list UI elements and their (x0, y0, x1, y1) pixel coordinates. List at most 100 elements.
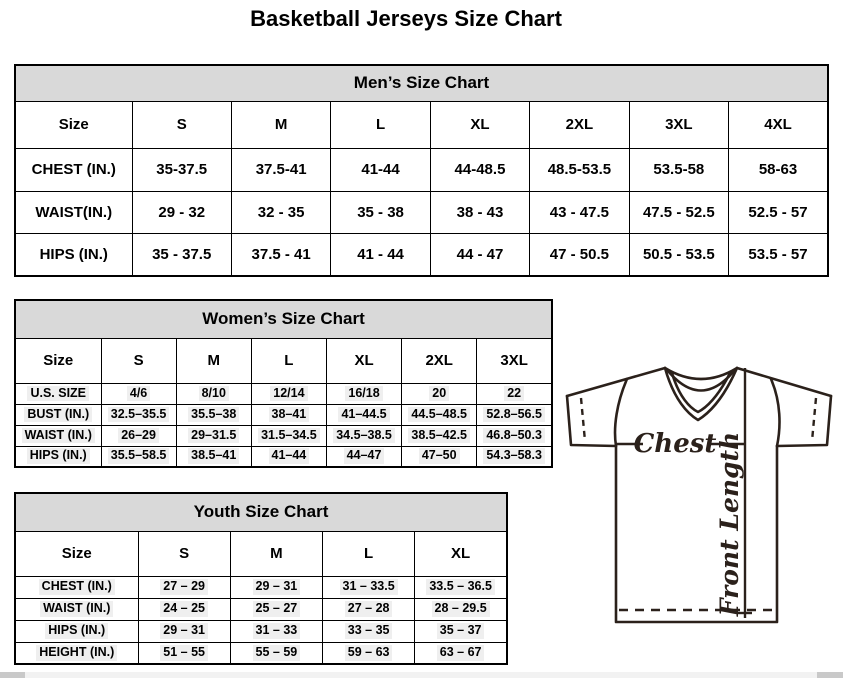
womens-hips-row: HIPS (IN.) 35.5–58.5 38.5–41 41–44 44–47… (14, 445, 553, 468)
value-cell: 35 - 37.5 (131, 232, 232, 277)
mens-size-column-header: Size (14, 100, 133, 149)
value-cell: 44-48.5 (429, 147, 531, 192)
value-cell: 38.5–42.5 (401, 424, 478, 447)
value-cell: 26–29 (100, 424, 177, 447)
value-cell: 51 – 55 (137, 641, 231, 665)
value-cell: 52.5 - 57 (728, 190, 829, 234)
jersey-collar-v-outer (663, 366, 739, 422)
value-cell: 20 (401, 382, 478, 405)
row-label: HEIGHT (IN.) (14, 641, 139, 665)
value-cell: 32 - 35 (230, 190, 332, 234)
youth-column-header: S (137, 530, 231, 577)
scrollbar-right-piece[interactable] (817, 672, 843, 678)
womens-bust-row: BUST (IN.) 32.5–35.5 35.5–38 38–41 41–44… (14, 403, 553, 426)
value-cell: 35 - 38 (330, 190, 431, 234)
value-cell: 53.5-58 (628, 147, 730, 192)
scrollbar-thumb[interactable] (0, 672, 25, 678)
womens-chart-header: Women’s Size Chart (14, 299, 553, 339)
mens-waist-row: WAIST(IN.) 29 - 32 32 - 35 35 - 38 38 - … (14, 190, 829, 234)
value-cell: 37.5-41 (230, 147, 332, 192)
mens-column-header: 3XL (628, 100, 730, 149)
value-cell: 35.5–38 (175, 403, 252, 426)
row-label: HIPS (IN.) (14, 232, 133, 277)
womens-chart-title: Women’s Size Chart (14, 299, 553, 339)
mens-column-header: 4XL (728, 100, 829, 149)
youth-chart-title: Youth Size Chart (14, 492, 508, 532)
row-label: CHEST (IN.) (14, 147, 133, 192)
value-cell: 41 - 44 (330, 232, 431, 277)
value-cell: 29 - 32 (131, 190, 232, 234)
jersey-diagram-svg: Chest Front Length (565, 366, 833, 624)
value-cell: 44 - 47 (429, 232, 531, 277)
mens-size-chart-table: Men’s Size Chart Size S M L XL 2XL 3XL 4… (14, 64, 829, 277)
value-cell: 58-63 (728, 147, 829, 192)
value-cell: 24 – 25 (137, 597, 231, 621)
womens-us-size-row: U.S. SIZE 4/6 8/10 12/14 16/18 20 22 (14, 382, 553, 405)
jersey-collar-v-inner (670, 371, 732, 414)
value-cell: 46.8–50.3 (476, 424, 553, 447)
jersey-left-armhole-seam (613, 377, 629, 448)
page-title: Basketball Jerseys Size Chart (250, 6, 562, 31)
value-cell: 8/10 (175, 382, 252, 405)
value-cell: 28 – 29.5 (414, 597, 508, 621)
jersey-right-sleeve-outline (775, 394, 833, 448)
value-cell: 44.5–48.5 (401, 403, 478, 426)
value-cell: 63 – 67 (414, 641, 508, 665)
jersey-left-sleeve-outline (565, 394, 618, 448)
front-length-measure-label: Front Length (715, 432, 744, 617)
value-cell: 38.5–41 (175, 445, 252, 468)
jersey-body-outline (614, 444, 779, 624)
row-label: WAIST (IN.) (14, 597, 139, 621)
mens-column-header: M (230, 100, 332, 149)
youth-column-header: L (321, 530, 416, 577)
value-cell: 37.5 - 41 (230, 232, 332, 277)
mens-chart-title: Men’s Size Chart (14, 64, 829, 102)
womens-column-header: 2XL (401, 337, 478, 384)
value-cell: 52.8–56.5 (476, 403, 553, 426)
jersey-left-shoulder-line (565, 366, 667, 398)
womens-column-header: XL (325, 337, 403, 384)
value-cell: 12/14 (250, 382, 327, 405)
right-cuff-dashed-line (810, 397, 818, 442)
value-cell: 41–44 (250, 445, 327, 468)
youth-waist-row: WAIST (IN.) 24 – 25 25 – 27 27 – 28 28 –… (14, 597, 508, 621)
mens-column-header: XL (429, 100, 531, 149)
value-cell: 4/6 (100, 382, 177, 405)
womens-column-header: L (250, 337, 327, 384)
row-label: HIPS (IN.) (14, 619, 139, 643)
value-cell: 35 – 37 (414, 619, 508, 643)
value-cell: 43 - 47.5 (529, 190, 630, 234)
value-cell: 44–47 (325, 445, 403, 468)
value-cell: 31 – 33 (229, 619, 324, 643)
value-cell: 38–41 (250, 403, 327, 426)
value-cell: 41–44.5 (325, 403, 403, 426)
value-cell: 47.5 - 52.5 (628, 190, 730, 234)
value-cell: 33.5 – 36.5 (414, 575, 508, 599)
youth-column-header: XL (414, 530, 508, 577)
jersey-right-shoulder-line (735, 366, 833, 398)
value-cell: 16/18 (325, 382, 403, 405)
mens-chest-row: CHEST (IN.) 35-37.5 37.5-41 41-44 44-48.… (14, 147, 829, 192)
womens-size-chart-table: Women’s Size Chart Size S M L XL 2XL 3XL… (14, 299, 553, 468)
mens-column-header: L (330, 100, 431, 149)
womens-size-column-header: Size (14, 337, 102, 384)
value-cell: 48.5-53.5 (529, 147, 630, 192)
youth-size-chart-table: Youth Size Chart Size S M L XL CHEST (IN… (14, 492, 508, 665)
chest-measure-label: Chest (634, 429, 717, 459)
value-cell: 54.3–58.3 (476, 445, 553, 468)
mens-hips-row: HIPS (IN.) 35 - 37.5 37.5 - 41 41 - 44 4… (14, 232, 829, 277)
row-label: CHEST (IN.) (14, 575, 139, 599)
womens-column-header-row: Size S M L XL 2XL 3XL (14, 337, 553, 384)
value-cell: 59 – 63 (321, 641, 416, 665)
horizontal-scrollbar[interactable] (0, 672, 843, 678)
value-cell: 32.5–35.5 (100, 403, 177, 426)
row-label: WAIST (IN.) (14, 424, 102, 447)
value-cell: 55 – 59 (229, 641, 324, 665)
value-cell: 33 – 35 (321, 619, 416, 643)
left-cuff-dashed-line (579, 397, 587, 442)
row-label: HIPS (IN.) (14, 445, 102, 468)
value-cell: 29–31.5 (175, 424, 252, 447)
jersey-collar-back-arc-1 (663, 366, 739, 381)
row-label: WAIST(IN.) (14, 190, 133, 234)
